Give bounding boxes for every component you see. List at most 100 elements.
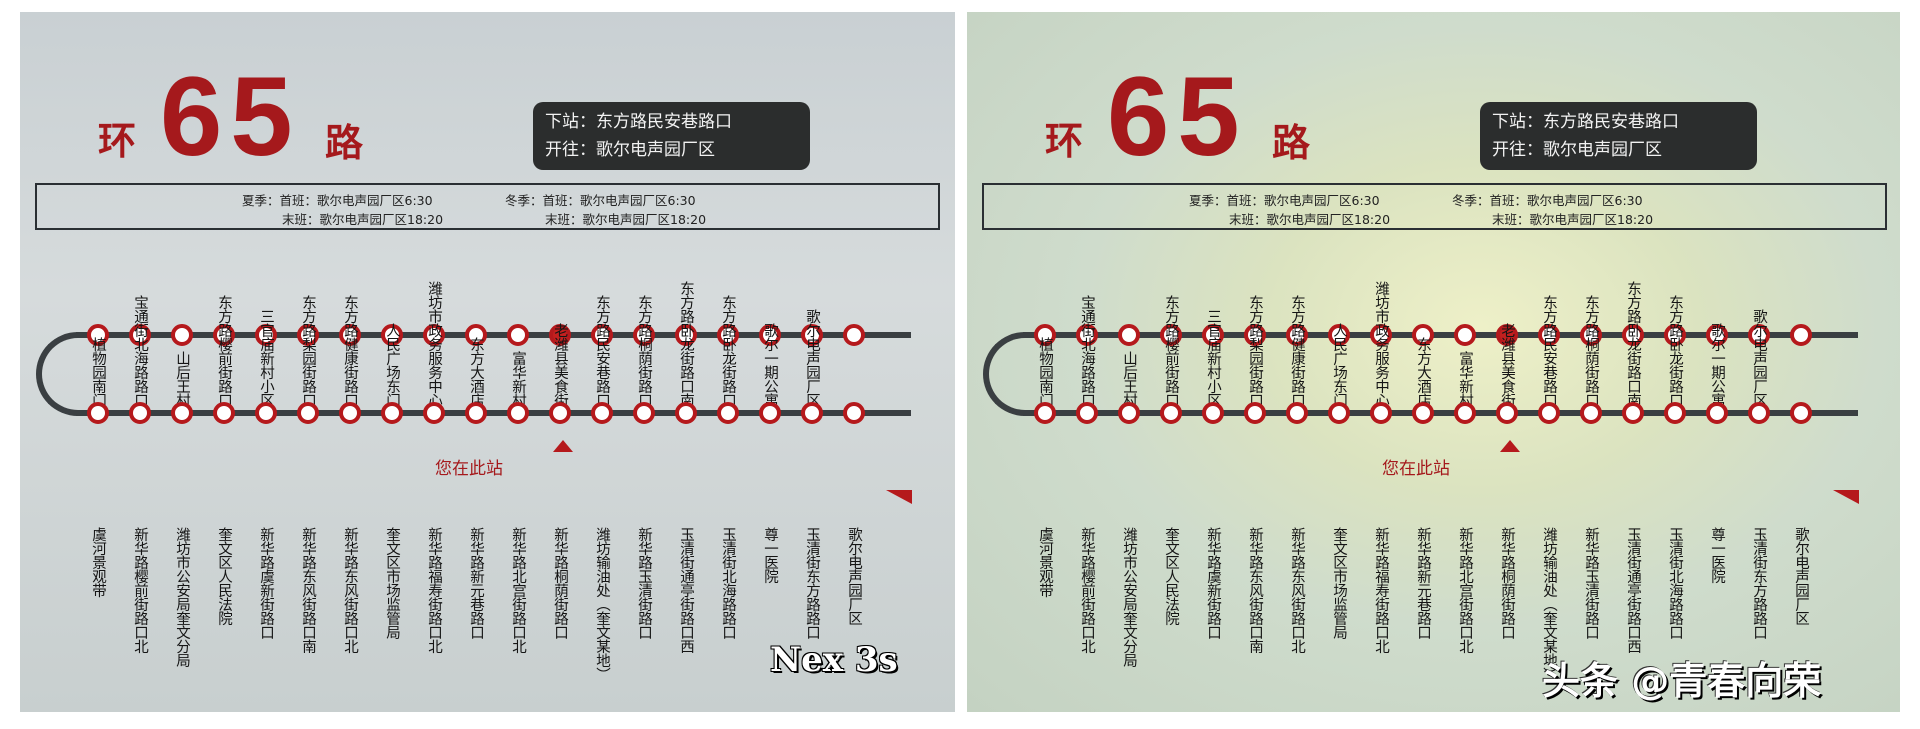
current-stop-dot (1496, 324, 1518, 346)
track-top (76, 332, 911, 338)
station-label-top: 东方路桐荫街路口 (1583, 295, 1599, 407)
stop-dot-bottom (1706, 402, 1728, 424)
winter-last-bus: 末班：歌尔电声园厂区18:20 (1492, 212, 1654, 227)
station-label-top: 东方路卧龙街路口 (1667, 295, 1683, 407)
station-label-bottom: 虞河景观带 (1037, 527, 1053, 597)
stop-dot-bottom (549, 402, 571, 424)
stop-dot-top (1706, 324, 1728, 346)
station-label-bottom: 玉清街东方路路口 (804, 527, 820, 639)
stop-dot-bottom (1244, 402, 1266, 424)
station-label-top: 东方路梨园街路口 (300, 295, 316, 407)
station-label-top: 植物园南门 (1037, 337, 1053, 407)
station-label-top: 歌尔电声园厂区 (1751, 309, 1767, 407)
station-label-top: 东方路桐荫街路口 (636, 295, 652, 407)
stop-dot-bottom (1790, 402, 1812, 424)
stop-dot-bottom (1412, 402, 1434, 424)
station-label-bottom: 新华路北宫街路口北 (1457, 527, 1473, 653)
station-label-top: 宝通街北海路路口 (132, 295, 148, 407)
station-label-bottom: 潍坊输油处（奎文某地） (1541, 527, 1557, 681)
stop-dot-top (633, 324, 655, 346)
stop-dot-top (675, 324, 697, 346)
stop-dot-top (1286, 324, 1308, 346)
winter-last-bus: 末班：歌尔电声园厂区18:20 (545, 212, 707, 227)
stop-dot-bottom (297, 402, 319, 424)
route-prefix: 环 (1045, 119, 1084, 163)
station-label-top: 宝通街北海路路口 (1079, 295, 1095, 407)
next-stop: 下站：东方路民安巷路口 (1492, 112, 1679, 132)
station-label-bottom: 尊一医院 (1709, 527, 1725, 583)
station-label-bottom: 歌尔电声园厂区 (1793, 527, 1809, 625)
station-label-bottom: 新华路玉清街路口 (1583, 527, 1599, 639)
station-label-bottom: 新华路桐荫街路口 (552, 527, 568, 639)
stop-dot-top (759, 324, 781, 346)
stop-dot-top (1328, 324, 1350, 346)
station-label-bottom: 潍坊市公安局奎文分局 (1121, 527, 1137, 667)
station-label-bottom: 新华路桐荫街路口 (1499, 527, 1515, 639)
stop-dot-top (1034, 324, 1056, 346)
station-label-bottom: 新华路东风街路口南 (300, 527, 316, 653)
station-label-top: 潍坊市政务服务中心 (1373, 281, 1389, 407)
station-label-bottom: 新华路北宫街路口北 (510, 527, 526, 653)
stop-dot-bottom (801, 402, 823, 424)
stop-dot-top (171, 324, 193, 346)
station-label-top: 东方大酒店 (468, 337, 484, 407)
station-label-bottom: 歌尔电声园厂区 (846, 527, 862, 625)
stop-dot-top (339, 324, 361, 346)
heading-to: 开往：歌尔电声园厂区 (1492, 140, 1662, 160)
station-label-bottom: 新华路樱前街路口北 (1079, 527, 1095, 653)
station-label-bottom: 新华路虞新街路口 (258, 527, 274, 639)
station-label-top: 东方路卧龙街路口南 (1625, 281, 1641, 407)
station-label-top: 三官庙新村小区 (1205, 309, 1221, 407)
winter-first-bus: 冬季：首班：歌尔电声园厂区6:30 (505, 193, 696, 208)
summer-first-bus: 夏季：首班：歌尔电声园厂区6:30 (1189, 193, 1380, 208)
station-label-bottom: 潍坊输油处（奎文某地） (594, 527, 610, 681)
stop-dot-top (1370, 324, 1392, 346)
summer-first-bus: 夏季：首班：歌尔电声园厂区6:30 (242, 193, 433, 208)
current-stop-dot (549, 324, 571, 346)
stop-dot-top (507, 324, 529, 346)
station-label-top: 东方路樱前街路口 (216, 295, 232, 407)
station-label-top: 植物园南门 (90, 337, 106, 407)
stop-dot-bottom (465, 402, 487, 424)
station-label-top: 潍坊市政务服务中心 (426, 281, 442, 407)
stop-dot-bottom (213, 402, 235, 424)
heading-to: 开往：歌尔电声园厂区 (545, 140, 715, 160)
winter-first-bus: 冬季：首班：歌尔电声园厂区6:30 (1452, 193, 1643, 208)
station-label-bottom: 新华路东风街路口北 (1289, 527, 1305, 653)
station-label-bottom: 新华路樱前街路口北 (132, 527, 148, 653)
stop-dot-bottom (507, 402, 529, 424)
route-end-arrow-icon (1833, 490, 1859, 504)
stop-dot-top (1160, 324, 1182, 346)
station-label-bottom: 奎文区市场监管局 (384, 527, 400, 639)
station-label-top: 东方路民安巷路口 (1541, 295, 1557, 407)
route-prefix: 环 (98, 119, 137, 163)
watermark-toutiao: 头条 @青春向荣 (1542, 659, 1822, 703)
station-label-bottom: 玉清街通亭街路口西 (678, 527, 694, 653)
stop-dot-bottom (1328, 402, 1350, 424)
stop-dot-top (297, 324, 319, 346)
stop-dot-bottom (339, 402, 361, 424)
station-label-top: 歌尔一期公寓 (1709, 323, 1725, 407)
stop-dot-bottom (717, 402, 739, 424)
stop-dot-bottom (1580, 402, 1602, 424)
schedule-box: 夏季：首班：歌尔电声园厂区6:30 末班：歌尔电声园厂区18:20 冬季：首班：… (35, 183, 940, 230)
stop-dot-bottom (633, 402, 655, 424)
stop-dot-bottom (1748, 402, 1770, 424)
stop-dot-bottom (1202, 402, 1224, 424)
station-label-bottom: 玉清街东方路路口 (1751, 527, 1767, 639)
station-label-bottom: 新华路福寿街路口北 (1373, 527, 1389, 653)
stop-dot-bottom (1496, 402, 1518, 424)
stop-dot-bottom (129, 402, 151, 424)
route-end-arrow-icon (886, 490, 912, 504)
route-suffix: 路 (1272, 121, 1311, 165)
stop-dot-bottom (255, 402, 277, 424)
stop-dot-bottom (1664, 402, 1686, 424)
photo-right-sign: 环 65 路 下站：东方路民安巷路口 开往：歌尔电声园厂区 夏季：首班：歌尔电声… (967, 12, 1900, 712)
route-number: 65 (1107, 54, 1248, 179)
stop-dot-bottom (591, 402, 613, 424)
station-label-bottom: 玉清街北海路路口 (720, 527, 736, 639)
stop-dot-top (129, 324, 151, 346)
stop-dot-bottom (171, 402, 193, 424)
stop-dot-top (717, 324, 739, 346)
photo-left-sign: 环 65 路 下站：东方路民安巷路口 开往：歌尔电声园厂区 夏季：首班：歌尔电声… (20, 12, 955, 712)
